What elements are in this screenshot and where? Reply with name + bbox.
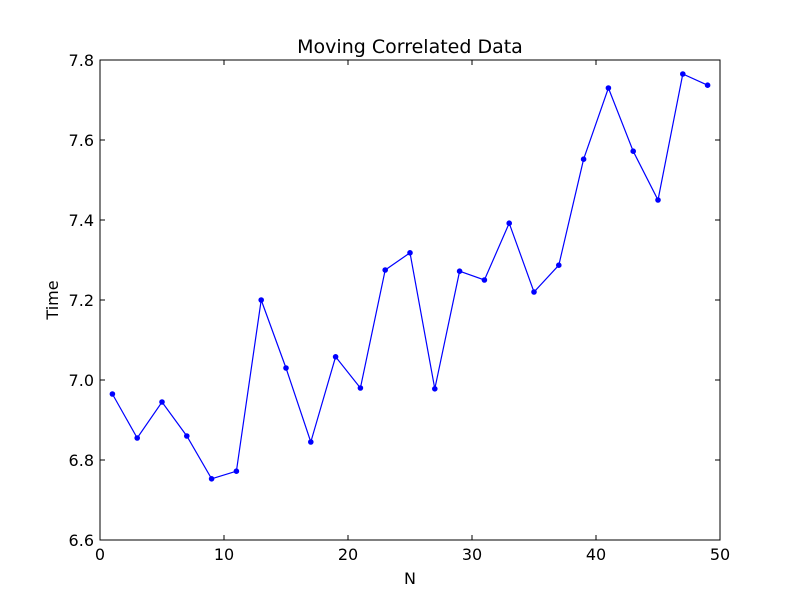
y-tick-label: 7.4 [69, 211, 94, 230]
data-point [258, 297, 265, 303]
x-axis-title: N [404, 569, 416, 588]
data-point [109, 391, 116, 397]
data-point [357, 385, 364, 391]
plot-area: 0 10 20 30 40 50 6.6 6.8 7.0 7.2 7.4 7.6 7.8 [69, 51, 731, 564]
x-tick-label: 30 [462, 545, 482, 564]
data-point [233, 468, 240, 475]
data-point [382, 267, 389, 273]
data-point [605, 85, 612, 91]
y-tick-label: 7.8 [69, 51, 94, 70]
data-point [308, 439, 314, 445]
data-point [580, 156, 587, 162]
data-point [556, 262, 562, 269]
y-tick-label: 6.8 [69, 451, 94, 470]
y-axis-title: Time [43, 280, 62, 320]
data-point [506, 220, 513, 226]
data-point [531, 289, 537, 295]
data-point [184, 433, 190, 439]
data-point [134, 435, 140, 441]
data-point [208, 476, 215, 482]
data-point [704, 82, 711, 88]
y-tick-label: 7.6 [69, 131, 94, 150]
y-tick-label: 6.6 [69, 531, 94, 550]
data-point [680, 71, 686, 77]
data-point [332, 354, 339, 360]
y-tick-label: 7.2 [69, 291, 94, 310]
data-point [456, 268, 463, 275]
x-tick-label: 10 [214, 545, 234, 564]
x-tick-label: 0 [95, 545, 105, 564]
y-tick-label: 7.0 [69, 371, 94, 390]
x-tick-label: 40 [586, 545, 606, 564]
x-tick-label: 20 [338, 545, 358, 564]
data-point [159, 399, 165, 405]
data-point [432, 386, 438, 392]
data-point [655, 197, 661, 203]
data-point [283, 365, 289, 371]
data-point [481, 277, 488, 283]
x-tick-label: 50 [710, 545, 730, 564]
data-point [407, 250, 413, 256]
chart-title: Moving Correlated Data [297, 36, 523, 58]
data-point [630, 148, 637, 154]
